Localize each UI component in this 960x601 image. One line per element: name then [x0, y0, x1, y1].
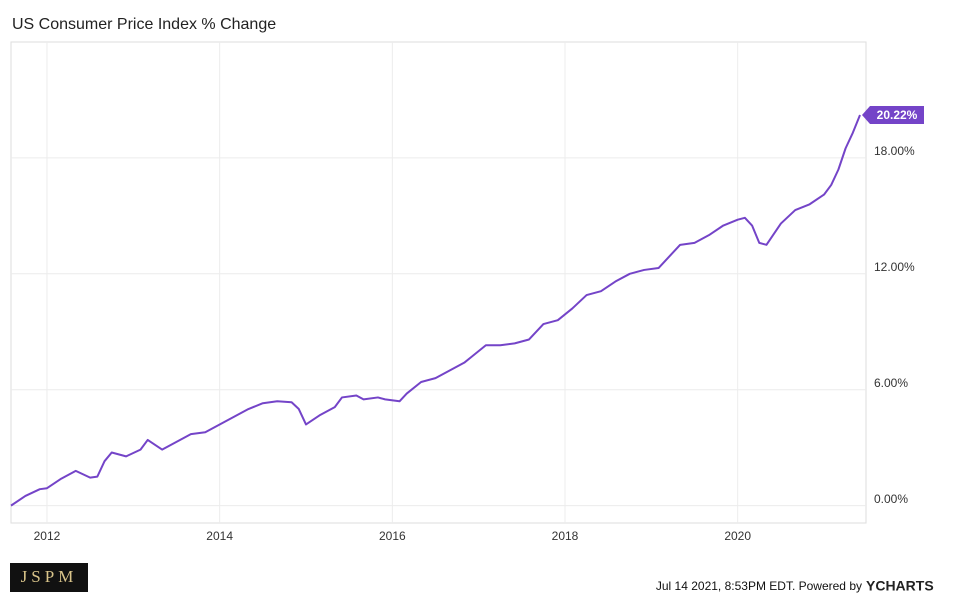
logo-box: [10, 563, 88, 592]
brand: YCHARTS: [866, 578, 934, 594]
x-tick-label: 2014: [206, 529, 233, 543]
x-tick-label: 2012: [34, 529, 61, 543]
x-tick-label: 2016: [379, 529, 406, 543]
end-label: 20.22%: [877, 108, 918, 122]
y-tick-label: 12.00%: [874, 260, 915, 274]
y-tick-label: 6.00%: [874, 376, 908, 390]
plot-frame: [10, 41, 867, 524]
chart-title: US Consumer Price Index % Change: [12, 16, 276, 33]
end-label-box: [862, 106, 924, 125]
y-tick-label: 0.00%: [874, 492, 908, 506]
x-tick-label: 2018: [552, 529, 579, 543]
timestamp: Jul 14 2021, 8:53PM EDT. Powered by: [656, 579, 862, 593]
logo: JSPM: [21, 567, 78, 586]
y-tick-label: 18.00%: [874, 144, 915, 158]
line: [10, 114, 861, 507]
x-tick-label: 2020: [724, 529, 751, 543]
